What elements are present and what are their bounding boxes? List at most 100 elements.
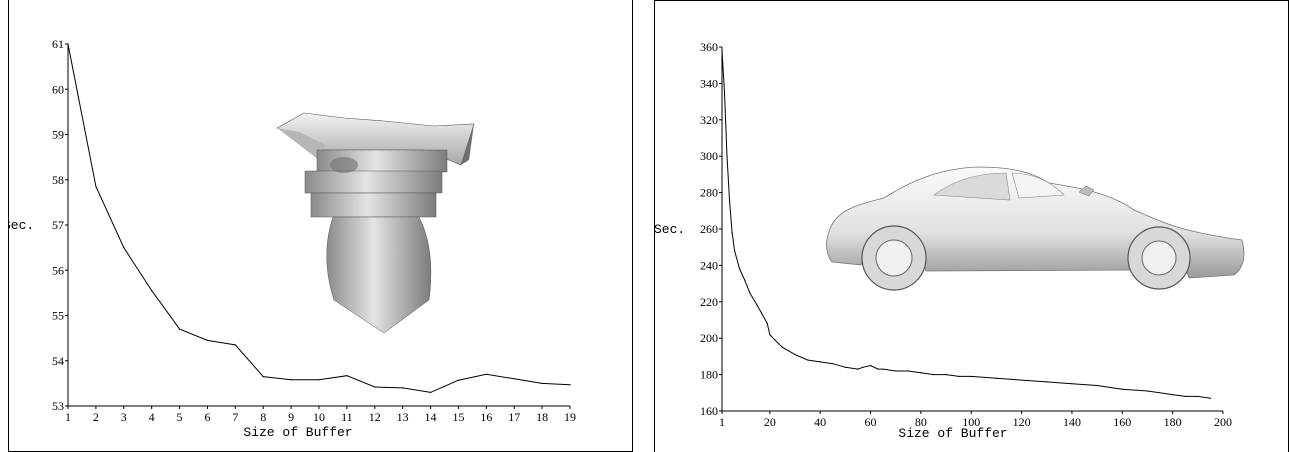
right-data-point [781, 346, 784, 348]
left-x-tick-label: 16 [480, 410, 492, 424]
right-data-point [728, 201, 731, 203]
right-x-tick-label: 120 [1013, 415, 1031, 429]
left-x-tick-label: 17 [508, 410, 520, 424]
right-x-tick-label: 1 [719, 415, 725, 429]
left-data-point [290, 379, 292, 381]
left-y-tick-label: 53 [52, 399, 64, 413]
right-data-point [844, 366, 846, 368]
right-y-tick-label: 220 [700, 295, 718, 309]
chart-panel-left: 53 54 55 56 57 58 59 60 61 1 2 3 4 5 6 7 8 9 10 11 12 13 14 15 1… [8, 0, 633, 452]
left-y-tick-label: 59 [52, 128, 64, 142]
right-data-point [1209, 397, 1212, 399]
left-x-tick-label: 11 [341, 410, 353, 424]
left-y-axis-label: Sec. [8, 218, 34, 233]
right-data-point [819, 361, 821, 363]
left-data-point [457, 379, 460, 381]
right-data-point [744, 279, 746, 281]
right-data-point [769, 333, 771, 336]
left-x-tick-label: 10 [313, 410, 325, 424]
right-y-tick-label: 280 [700, 186, 718, 200]
right-data-point [869, 364, 872, 367]
left-x-tick-label: 9 [288, 410, 294, 424]
left-x-tick-label: 19 [564, 410, 576, 424]
right-y-axis-label: Sec. [654, 222, 685, 237]
chart-panel-right: 160 180 200 220 240 260 280 300 320 340 360 1 20 40 60… [654, 0, 1289, 452]
left-data-point [485, 373, 487, 375]
left-data-point [234, 344, 236, 346]
right-data-point [726, 155, 728, 157]
right-data-point [1096, 384, 1098, 387]
right-data-point [761, 313, 763, 316]
left-y-tick-label: 54 [52, 354, 64, 368]
right-y-tick-label: 300 [700, 149, 718, 163]
right-data-point [766, 323, 768, 325]
right-y-tick-label: 180 [700, 368, 718, 382]
left-x-tick-label: 18 [536, 410, 548, 424]
right-data-point [920, 372, 922, 374]
left-x-axis-label: Size of Buffer [243, 425, 352, 440]
left-x-tick-label: 6 [204, 410, 210, 424]
left-x-tick-label: 5 [177, 410, 183, 424]
right-x-tick-label: 200 [1214, 415, 1232, 429]
left-data-point [513, 378, 515, 380]
right-data-point [739, 268, 741, 270]
right-data-point [1046, 381, 1048, 383]
right-y-tick-label: 320 [700, 113, 718, 127]
left-series-line [67, 43, 571, 393]
left-data-point [374, 386, 376, 388]
right-data-point [862, 366, 864, 368]
right-y-tick-label: 200 [700, 331, 718, 345]
right-x-tick-label: 40 [814, 415, 826, 429]
right-data-point [731, 232, 733, 234]
left-data-point [67, 43, 69, 45]
left-y-tick-label: 55 [52, 309, 64, 323]
left-data-point [206, 339, 209, 341]
left-data-point [429, 391, 432, 394]
right-data-point [1197, 395, 1199, 398]
right-data-point [774, 339, 776, 341]
right-data-point [895, 370, 897, 372]
right-data-point [958, 375, 960, 378]
right-data-point [1020, 379, 1023, 381]
left-x-tick-label: 4 [149, 410, 155, 424]
left-x-tick-label: 3 [121, 410, 127, 424]
left-x-tick-label: 2 [93, 410, 99, 424]
right-x-tick-label: 160 [1113, 415, 1131, 429]
left-x-tick-label: 1 [65, 410, 71, 424]
right-data-point [1172, 394, 1174, 396]
left-x-tick-label: 13 [397, 410, 409, 424]
right-y-tick-label: 340 [700, 76, 718, 90]
left-data-point [262, 375, 264, 378]
right-data-point [970, 375, 972, 378]
right-x-tick-label: 80 [915, 415, 927, 429]
right-data-point [723, 91, 726, 94]
left-data-point [178, 328, 181, 330]
right-x-tick-label: 180 [1164, 415, 1182, 429]
right-data-point [907, 370, 909, 372]
right-x-tick-label: 140 [1063, 415, 1081, 429]
left-x-tick-label: 12 [369, 410, 381, 424]
right-data-point [756, 304, 758, 307]
right-x-tick-label: 100 [962, 415, 980, 429]
right-data-point [995, 377, 998, 379]
right-data-point [721, 50, 723, 52]
left-y-tick-label: 57 [52, 218, 64, 232]
column-model-image [276, 112, 475, 334]
left-data-point [402, 387, 404, 389]
left-data-point [541, 382, 543, 384]
left-data-point [318, 379, 320, 381]
right-x-axis-label: Size of Buffer [898, 426, 1007, 441]
left-x-tick-label: 15 [452, 410, 464, 424]
right-data-point [1184, 395, 1186, 398]
right-x-tick-label: 20 [764, 415, 776, 429]
right-y-tick-label: 360 [700, 40, 718, 54]
right-y-tick-label: 260 [700, 222, 718, 236]
right-data-point [806, 359, 809, 361]
right-data-point [1121, 388, 1123, 390]
left-y-tick-label: 56 [52, 263, 64, 277]
left-x-tick-label: 8 [260, 410, 266, 424]
right-data-point [794, 353, 796, 356]
